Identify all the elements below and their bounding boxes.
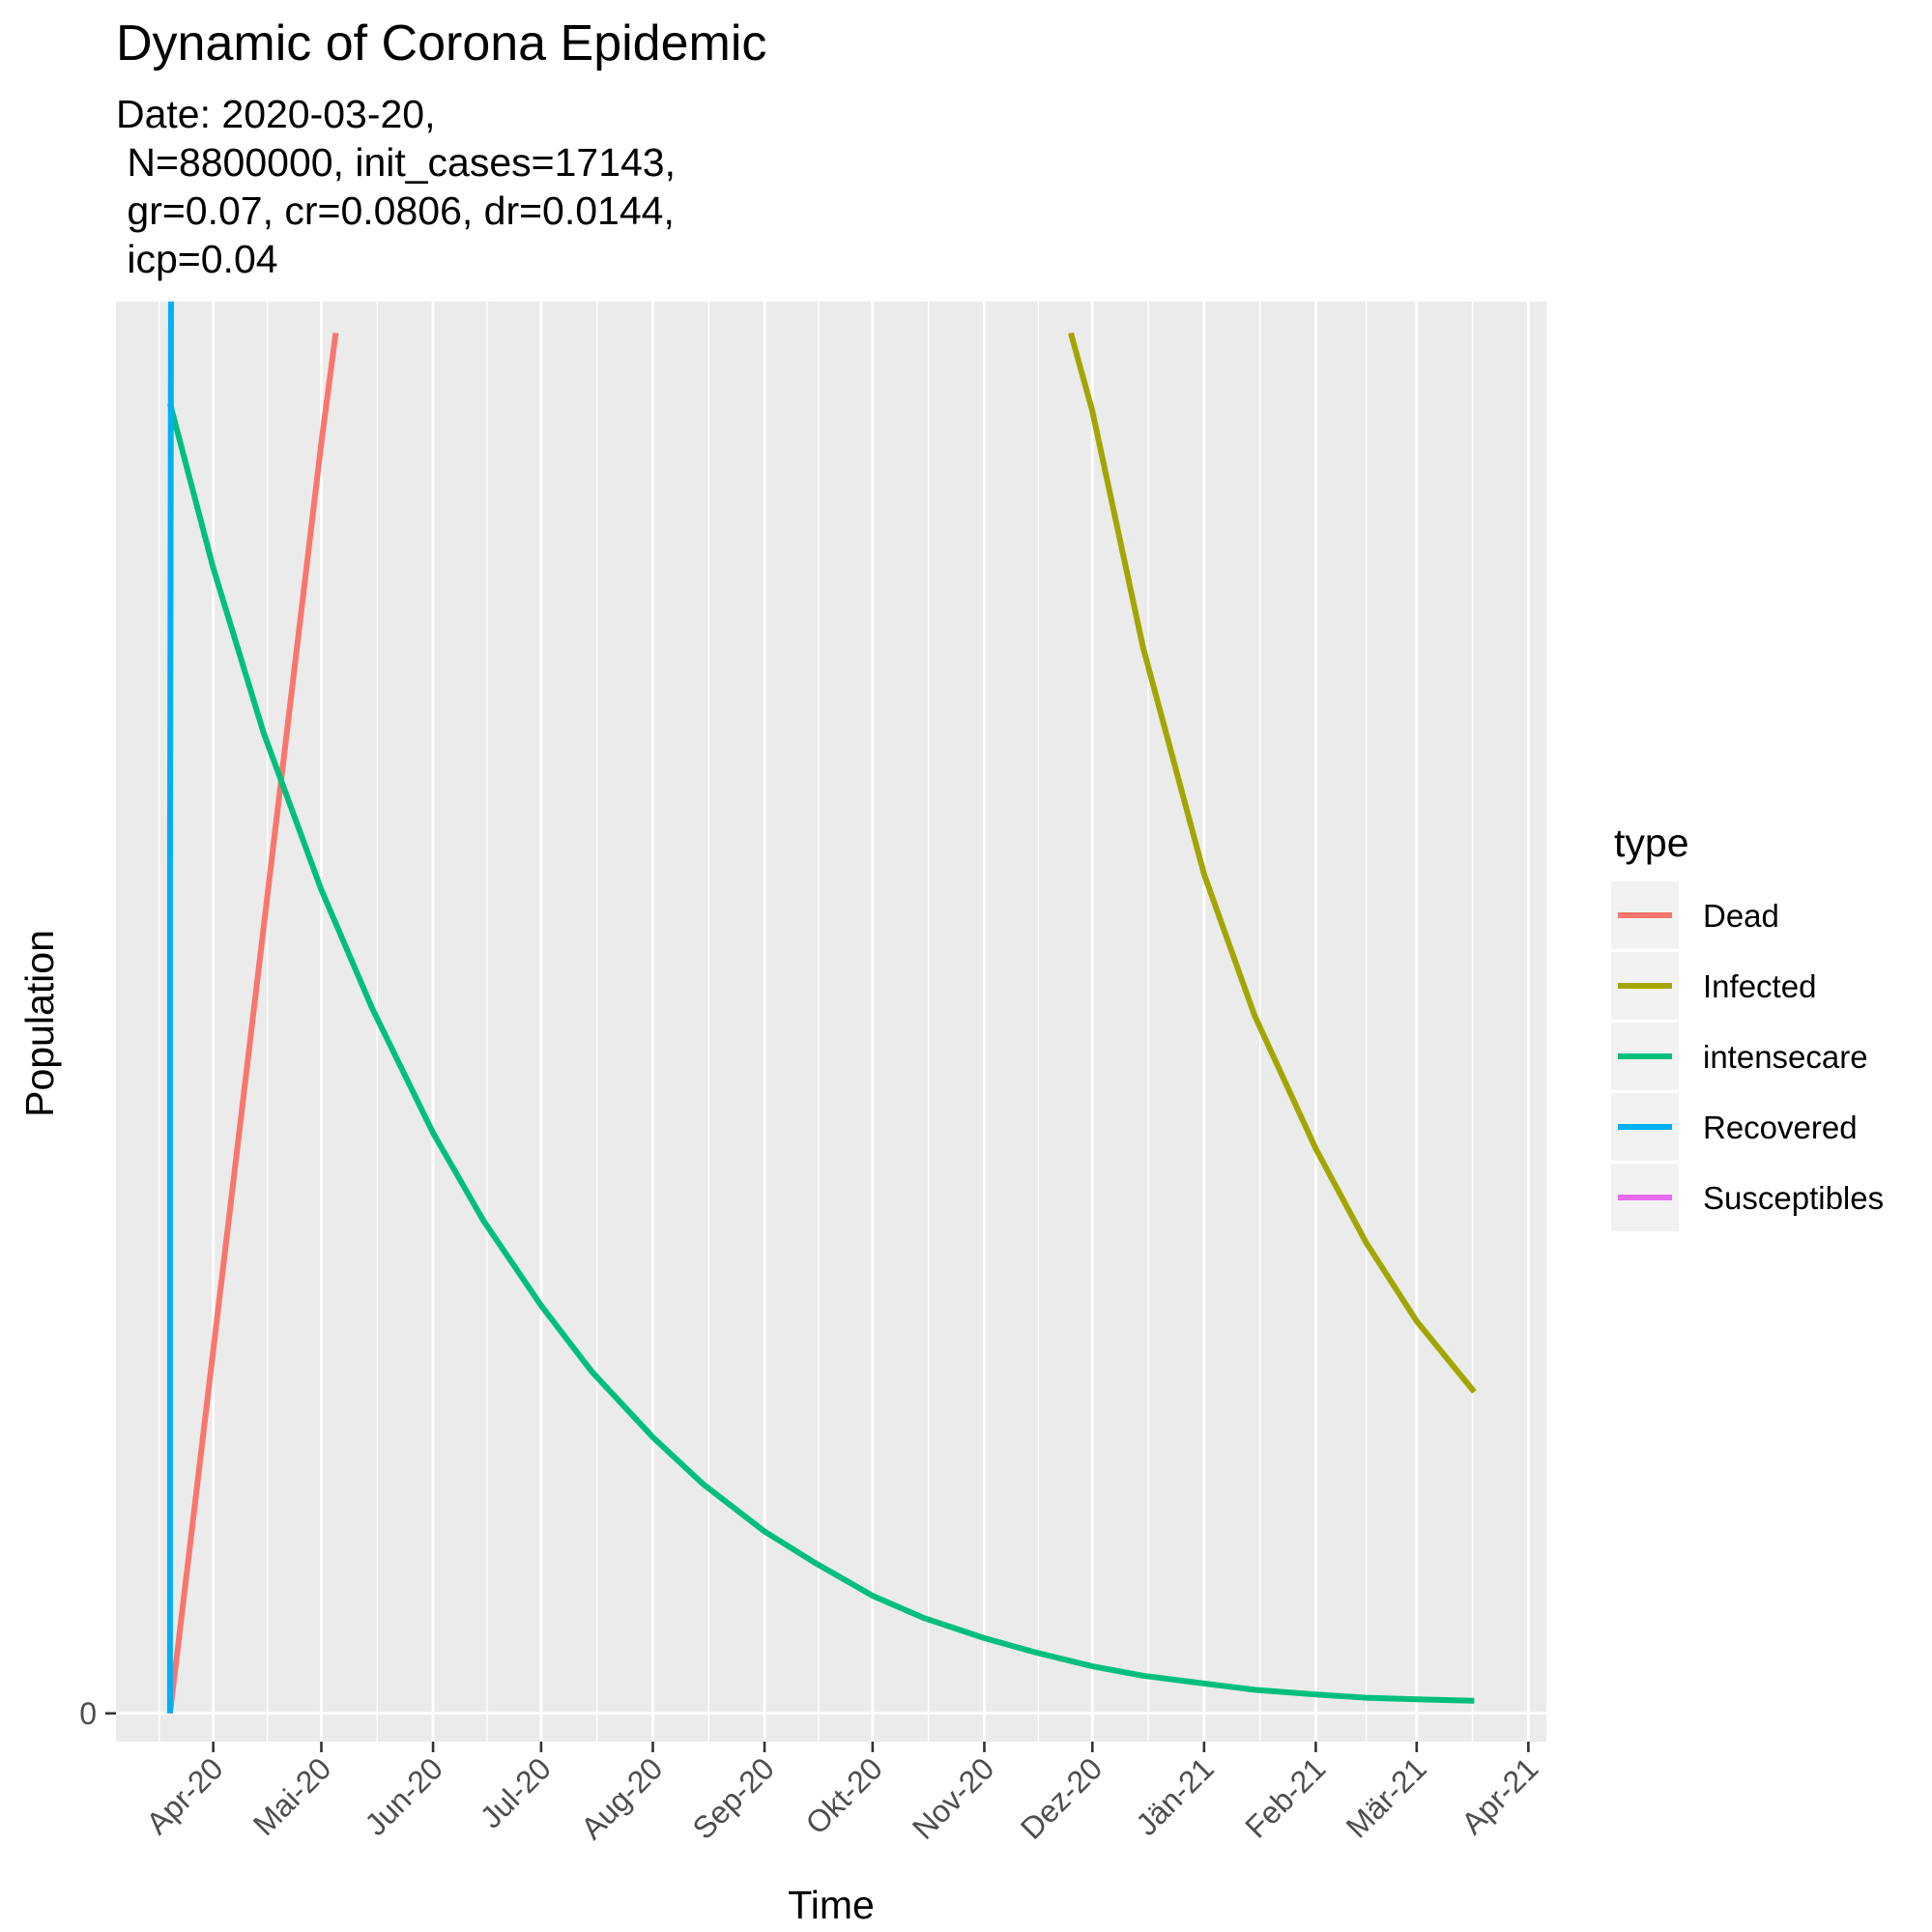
x-tick-label-apr-21: Apr-21 [1455, 1750, 1544, 1840]
x-axis: Apr-20 Mai-20 Jun-20 Jul-20 Aug-20 Sep-20 Okt-… [139, 1742, 1544, 1846]
legend-label-susceptibles: Susceptibles [1703, 1180, 1884, 1216]
series-lines [166, 302, 1477, 1715]
legend-title: type [1614, 821, 1689, 865]
y-tick-label: 0 [79, 1696, 97, 1731]
plot-panel [116, 302, 1546, 1742]
subtitle-line-0: Date: 2020-03-20, [116, 92, 436, 136]
legend-label-intensecare: intensecare [1703, 1039, 1868, 1075]
subtitle-line-2: gr=0.07, cr=0.0806, dr=0.0144, [116, 188, 675, 233]
x-tick-label-okt-20: Okt-20 [798, 1750, 888, 1840]
y-axis-title: Population [17, 930, 62, 1117]
series-line-dead [166, 332, 339, 1715]
y-axis: 0 [79, 1696, 116, 1731]
x-tick-label-aug-20: Aug-20 [574, 1750, 669, 1845]
legend-label-recovered: Recovered [1703, 1110, 1858, 1145]
chart-title: Dynamic of Corona Epidemic [116, 15, 766, 72]
series-line-recovered [166, 302, 174, 1714]
x-tick-label-j-n-21: Jän-21 [1129, 1750, 1221, 1842]
grid-minor [159, 302, 1474, 1742]
x-tick-label-mai-20: Mai-20 [246, 1750, 338, 1842]
subtitle-line-3: icp=0.04 [116, 237, 278, 281]
series-line-infected [1068, 332, 1477, 1394]
x-tick-label-sep-20: Sep-20 [686, 1750, 781, 1845]
series-line-intensecare [166, 402, 1475, 1704]
x-tick-label-dez-20: Dez-20 [1014, 1750, 1109, 1845]
x-tick-label-nov-20: Nov-20 [906, 1750, 1000, 1845]
x-tick-label-m-r-21: Mär-21 [1340, 1750, 1433, 1844]
subtitle-line-1: N=8800000, init_cases=17143, [116, 140, 676, 185]
legend: type Dead Infected intensecare Recovered Sus… [1611, 821, 1884, 1231]
x-tick-label-feb-21: Feb-21 [1238, 1750, 1332, 1844]
x-axis-title: Time [788, 1883, 875, 1927]
legend-label-dead: Dead [1703, 898, 1779, 934]
chart-subtitle: Date: 2020-03-20, N=8800000, init_cases=… [116, 92, 676, 281]
x-tick-label-jul-20: Jul-20 [474, 1750, 558, 1834]
x-tick-label-jun-20: Jun-20 [358, 1750, 449, 1842]
x-tick-label-apr-20: Apr-20 [139, 1750, 229, 1840]
legend-label-infected: Infected [1703, 968, 1816, 1004]
grid-major [116, 302, 1546, 1742]
